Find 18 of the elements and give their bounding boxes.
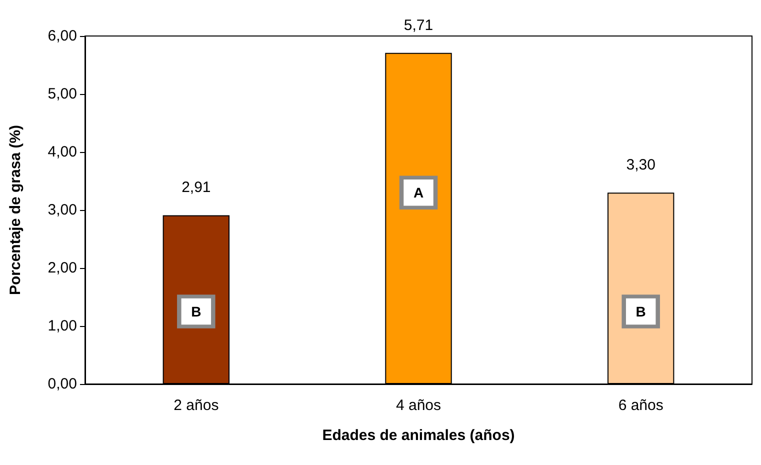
data-label: 2,91: [182, 179, 211, 196]
x-tick-label: 2 años: [174, 397, 219, 414]
y-tick-label: 1,00: [48, 318, 77, 334]
data-label: 5,71: [404, 16, 434, 34]
y-tick-label: 2,00: [48, 260, 77, 276]
x-axis-title: Edades de animales (años): [322, 427, 515, 444]
y-tick-label: 5,00: [48, 86, 77, 102]
y-tick-label: 4,00: [48, 144, 77, 160]
data-label: 3,30: [626, 156, 656, 174]
y-tick-label: 0,00: [48, 376, 77, 392]
y-tick-label: 6,00: [48, 28, 77, 44]
annotation: A: [413, 184, 424, 201]
annotation: B: [636, 304, 646, 320]
y-tick-label: 3,00: [48, 202, 77, 218]
x-tick-label: 6 años: [618, 397, 664, 414]
y-axis-title: Porcentaje de grasa (%): [7, 124, 24, 296]
annotation: B: [191, 304, 202, 320]
x-tick-label: 4 años: [396, 397, 442, 414]
